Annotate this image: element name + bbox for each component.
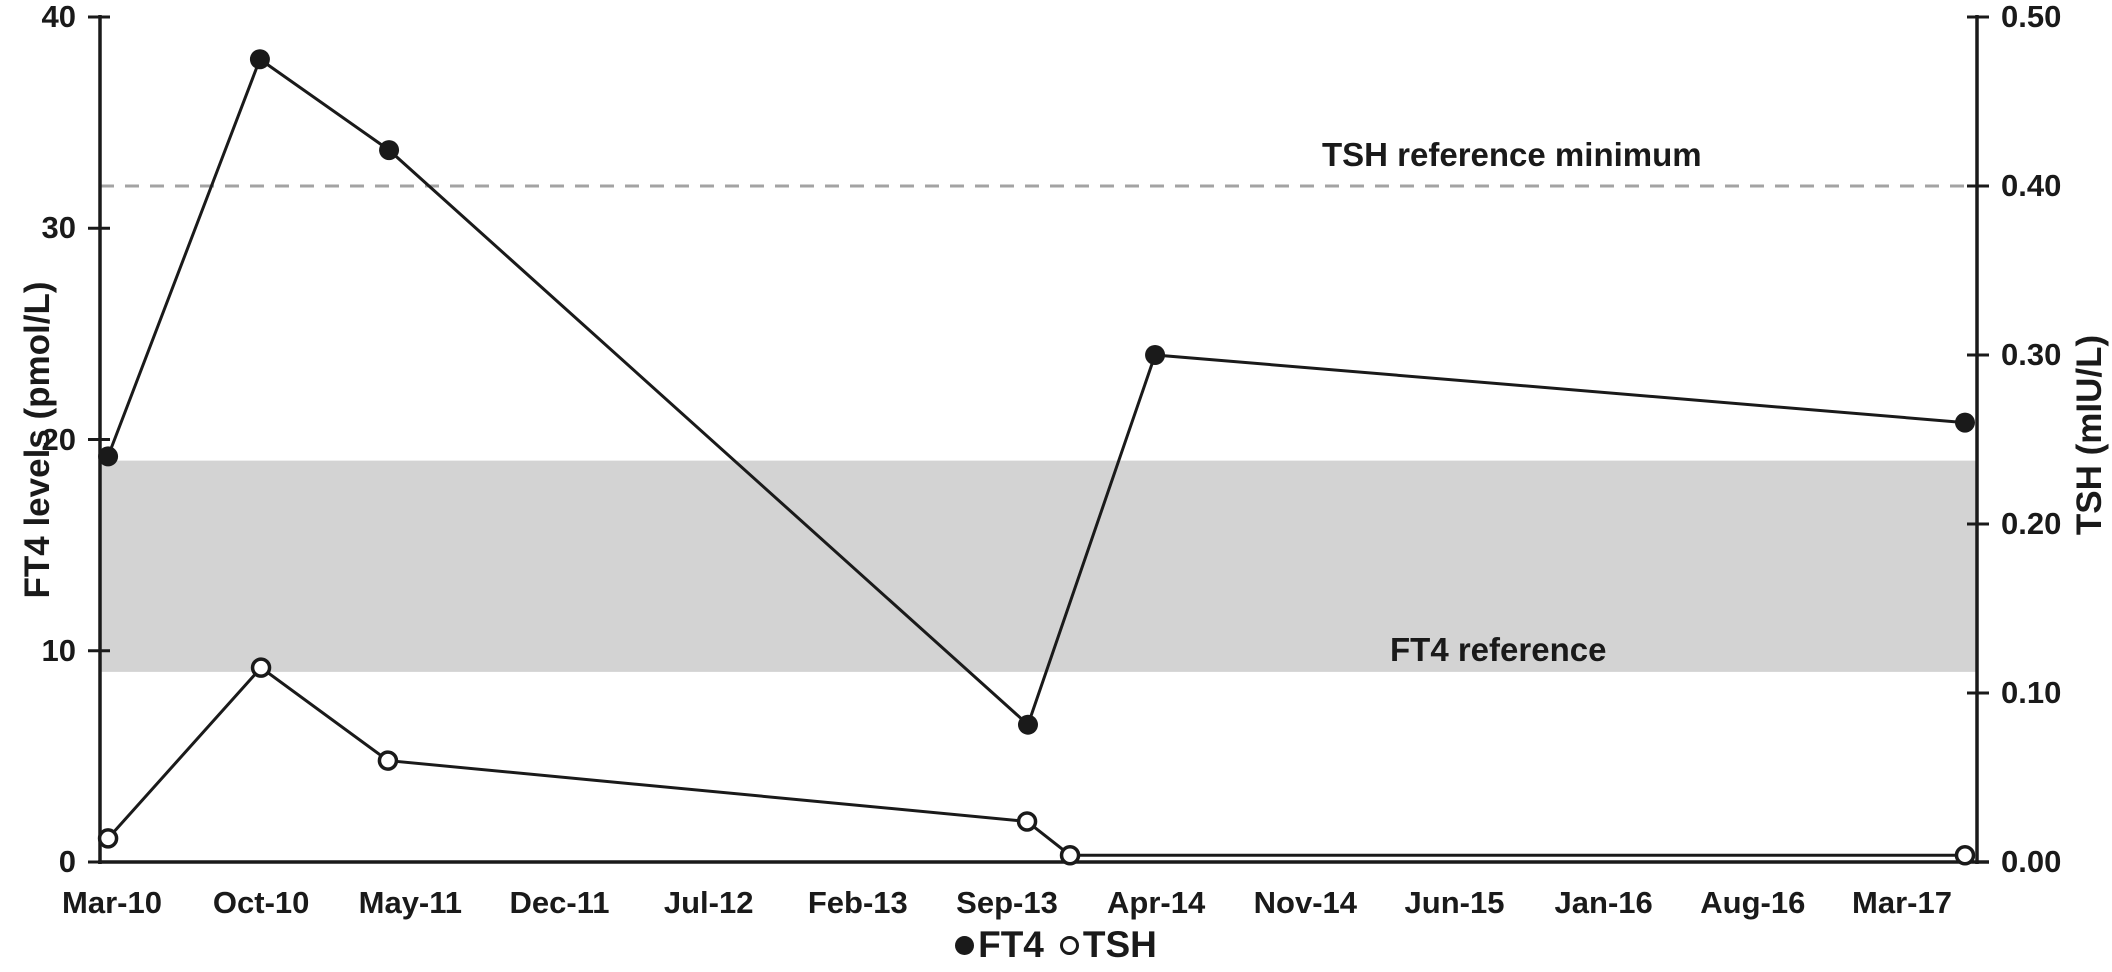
x-axis-tick-label: Feb-13	[807, 885, 908, 920]
x-axis-tick-label: Sep-13	[956, 885, 1058, 920]
legend: FT4 TSH	[0, 924, 2112, 966]
tsh-reference-minimum-label: TSH reference minimum	[1322, 136, 1702, 173]
ft4-data-point	[1017, 714, 1038, 735]
ft4-series-line	[106, 56, 1966, 728]
left-axis-tick-label: 30	[41, 210, 76, 246]
x-axis-tick-label: Dec-11	[509, 885, 610, 920]
tsh-data-point	[250, 657, 272, 678]
tsh-data-point	[377, 750, 399, 771]
right-axis-tick-label: 0.20	[2001, 506, 2062, 541]
ft4-data-point	[249, 49, 270, 70]
right-axis-title: TSH (mIU/L)	[2070, 334, 2109, 536]
right-axis-tick-label: 0.10	[2001, 675, 2062, 710]
ft4-legend-label: FT4	[978, 924, 1044, 965]
tsh-data-point	[1954, 844, 1976, 866]
x-axis-tick-label: Mar-10	[62, 885, 162, 920]
x-axis-tick-label: Jan-16	[1554, 885, 1653, 920]
x-axis-tick-label: Oct-10	[212, 885, 310, 920]
left-axis-tick-label: 20	[41, 421, 76, 457]
ft4-data-point	[379, 140, 400, 161]
left-axis-tick-label: 40	[41, 0, 76, 34]
left-axis-tick-label: 10	[41, 632, 76, 668]
right-axis-tick-label: 0.30	[2001, 337, 2062, 372]
x-axis-tick-label: May-11	[358, 885, 463, 920]
ft4-data-point	[1145, 345, 1166, 365]
tsh-data-point	[97, 828, 119, 849]
right-axis-tick-label: 0.40	[2001, 168, 2062, 203]
tsh-data-point	[1059, 844, 1081, 866]
right-axis-tick-label: 0.50	[2001, 0, 2062, 34]
x-axis-tick-label: Jun-15	[1404, 885, 1505, 920]
ft4-reference-band-label: FT4 reference	[1390, 631, 1607, 668]
legend-item-tsh: TSH	[1059, 924, 1157, 966]
tsh-open-circle-marker-icon	[1059, 935, 1079, 955]
x-axis-tick-label: Jul-12	[663, 885, 754, 920]
ft4-reference-band	[100, 460, 1977, 672]
ft4-data-point	[1954, 412, 1975, 433]
ft4-filled-circle-marker-icon	[955, 935, 975, 955]
x-axis-tick-label: Aug-16	[1700, 885, 1806, 920]
x-axis-tick-label: Nov-14	[1253, 885, 1358, 920]
legend-item-ft4: FT4	[955, 924, 1044, 966]
right-axis-tick-label: 0.00	[2001, 844, 2062, 879]
tsh-series-line	[106, 665, 1965, 857]
x-axis-tick-label: Mar-17	[1852, 885, 1952, 920]
tsh-data-point	[1016, 811, 1038, 832]
ft4-data-point	[98, 446, 119, 467]
x-axis-tick-label: Apr-14	[1107, 885, 1206, 920]
tsh-legend-label: TSH	[1082, 924, 1157, 965]
left-axis-tick-label: 0	[58, 844, 76, 879]
